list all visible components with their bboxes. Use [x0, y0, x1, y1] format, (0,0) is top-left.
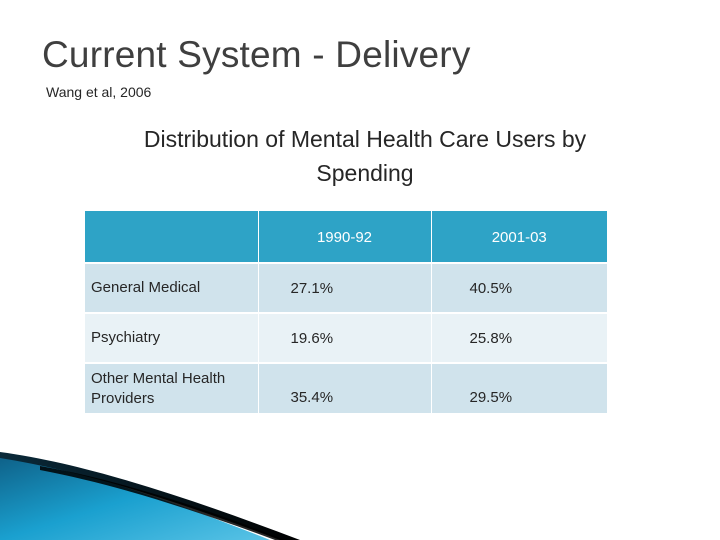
swoosh-thin-stripe — [40, 466, 285, 540]
header-empty — [85, 211, 258, 263]
header-1990-92: 1990-92 — [257, 211, 431, 263]
table-header-row: 1990-92 2001-03 — [85, 211, 607, 263]
row-label: General Medical — [85, 262, 258, 313]
slide-subtitle: Wang et al, 2006 — [46, 84, 152, 100]
value-2001-03: 25.8% — [430, 312, 607, 363]
value-1990-92: 27.1% — [257, 262, 431, 313]
caption-line-1: Distribution of Mental Health Care Users… — [143, 126, 587, 152]
row-label: Psychiatry — [85, 312, 258, 363]
spending-table: 1990-92 2001-03 General Medical 27.1% 40… — [85, 211, 607, 413]
header-2001-03: 2001-03 — [430, 211, 607, 263]
value-2001-03: 40.5% — [430, 262, 607, 313]
value-1990-92: 35.4% — [257, 362, 431, 413]
table-row: Psychiatry 19.6% 25.8% — [85, 312, 607, 363]
value-2001-03: 29.5% — [430, 362, 607, 413]
value-1990-92: 19.6% — [257, 312, 431, 363]
caption-line-2: Spending — [316, 160, 414, 186]
corner-swoosh-decoration-icon — [0, 452, 300, 540]
table-row: Other Mental Health Providers 35.4% 29.5… — [85, 362, 607, 413]
row-label: Other Mental Health Providers — [85, 362, 258, 413]
table-caption: Distribution of Mental Health Care Users… — [110, 122, 620, 190]
slide-title: Current System - Delivery — [42, 34, 471, 75]
table-row: General Medical 27.1% 40.5% — [85, 262, 607, 313]
